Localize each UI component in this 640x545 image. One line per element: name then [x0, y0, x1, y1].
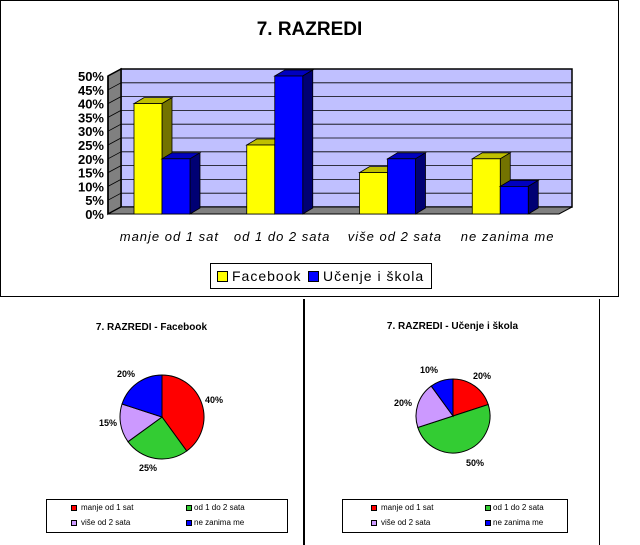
legend-item-manje-2: manje od 1 sat	[371, 503, 433, 512]
legend-item-od1do2: od 1 do 2 sata	[186, 503, 245, 512]
pie-facebook-data-label: 40%	[205, 395, 223, 405]
y-tick-label: 20%	[78, 152, 104, 167]
legend-label-od1do2: od 1 do 2 sata	[194, 503, 245, 512]
y-tick-label: 25%	[78, 138, 104, 153]
bar-chart-panel: 7. RAZREDI 0% 5% 10% 15% 20% 25% 30% 35% 40% 45% 5…	[0, 0, 619, 297]
legend-swatch-vise	[71, 519, 77, 526]
legend-item-vise-2: više od 2 sata	[371, 518, 430, 527]
gridline-side	[107, 192, 122, 201]
pie-ucenje-slice	[415, 385, 454, 429]
legend-label-manje-2: manje od 1 sat	[381, 503, 434, 512]
pie-facebook-data-label: 25%	[139, 463, 157, 473]
gridline-side	[107, 206, 122, 215]
legend-label-manje: manje od 1 sat	[81, 503, 134, 512]
legend-item-od1do2-2: od 1 do 2 sata	[485, 503, 544, 512]
pie-ucenje-slice	[430, 378, 454, 418]
y-tick-label: 35%	[78, 110, 104, 125]
pie-ucenje-legend: manje od 1 sat od 1 do 2 sata više od 2 …	[342, 499, 568, 533]
legend-item-ucenje: Učenje i škola	[308, 268, 424, 284]
pie-facebook-legend: manje od 1 sat od 1 do 2 sata više od 2 …	[46, 499, 288, 533]
pie-facebook-panel: 7. RAZREDI - Facebook 40% 25% 15% 20% manje…	[0, 299, 303, 545]
x-category-label: od 1 do 2 sata	[234, 229, 330, 244]
legend-swatch-nezanima-2	[485, 519, 491, 526]
pie-ucenje-data-label: 10%	[420, 365, 438, 375]
pie-ucenje-data-label: 20%	[394, 398, 412, 408]
gridline-side	[107, 123, 122, 132]
legend-label-ucenje: Učenje i škola	[323, 268, 425, 284]
legend-swatch-ucenje	[308, 270, 319, 282]
bar-ucenje	[273, 69, 315, 215]
gridline-side	[107, 68, 122, 77]
pie-facebook-slice	[127, 416, 188, 460]
legend-swatch-od1do2	[186, 504, 192, 511]
legend-swatch-facebook	[217, 270, 228, 282]
bar-chart-title: 7. RAZREDI	[256, 19, 363, 40]
legend-swatch-vise-2	[371, 519, 377, 526]
legend-label-facebook: Facebook	[232, 268, 302, 284]
gridline-side	[107, 110, 122, 118]
legend-item-nezanima-2: ne zanima me	[485, 518, 543, 527]
legend-label-vise: više od 2 sata	[81, 518, 131, 527]
pie-facebook-slice	[161, 374, 205, 452]
legend-item-vise: više od 2 sata	[71, 518, 130, 527]
y-tick-label: 10%	[78, 179, 104, 194]
y-tick-label: 45%	[78, 83, 104, 98]
pie-facebook-title: 7. RAZREDI - Facebook	[95, 322, 208, 333]
legend-item-facebook: Facebook	[217, 268, 301, 284]
gridline-side	[107, 82, 122, 91]
pie-facebook-data-label: 15%	[99, 418, 117, 428]
legend-label-od1do2-2: od 1 do 2 sata	[493, 503, 544, 512]
y-tick-label: 50%	[78, 69, 104, 84]
legend-item-nezanima: ne zanima me	[186, 518, 244, 527]
x-category-label: manje od 1 sat	[120, 229, 220, 244]
bar-ucenje	[498, 179, 540, 215]
pie-facebook-plot: 40% 25% 15% 20%	[99, 369, 223, 473]
legend-swatch-od1do2-2	[485, 504, 491, 511]
y-tick-label: 30%	[78, 124, 104, 139]
gridline-side	[107, 151, 122, 160]
pie-ucenje-data-label: 50%	[466, 458, 484, 468]
pie-ucenje-data-label: 20%	[473, 371, 491, 381]
gridline-side	[107, 179, 122, 187]
legend-label-nezanima: ne zanima me	[194, 518, 245, 527]
pie-ucenje-slice	[452, 378, 489, 417]
bar-ucenje	[386, 152, 427, 215]
legend-swatch-manje	[71, 504, 77, 511]
legend-label-vise-2: više od 2 sata	[381, 518, 431, 527]
legend-swatch-nezanima	[186, 519, 192, 526]
bar-ucenje	[160, 152, 202, 215]
pie-facebook-slice	[121, 374, 163, 418]
bar-chart-plot: 0%5%10%15%20%25%30%35%40%45%50% manje od …	[78, 67, 573, 244]
pie-ucenje-plot: 20% 50% 20% 10%	[394, 365, 491, 468]
y-tick-label: 0%	[85, 207, 104, 222]
pie-ucenje-panel: 7. RAZREDI - Učenje i škola 20% 50% 20% 10%…	[303, 299, 600, 545]
x-category-label: više od 2 sata	[348, 229, 442, 244]
gridline-side	[107, 96, 122, 104]
legend-item-manje: manje od 1 sat	[71, 503, 133, 512]
pie-ucenje-title: 7. RAZREDI - Učenje i škola	[386, 321, 519, 332]
gridline-side	[107, 137, 122, 146]
y-tick-label: 15%	[78, 166, 104, 181]
x-category-label: ne zanima me	[461, 229, 555, 244]
legend-label-nezanima-2: ne zanima me	[493, 518, 544, 527]
legend-swatch-manje-2	[371, 504, 377, 511]
bar-chart-legend: Facebook Učenje i škola	[210, 263, 432, 289]
gridline-side	[107, 165, 122, 173]
pie-facebook-data-label: 20%	[117, 369, 135, 379]
y-tick-label: 40%	[78, 97, 104, 112]
pie-ucenje-slice	[417, 403, 491, 454]
y-tick-label: 5%	[85, 193, 104, 208]
